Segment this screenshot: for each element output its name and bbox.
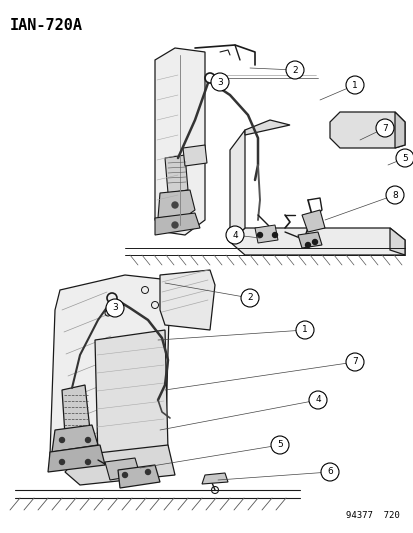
Polygon shape [158,190,195,218]
Circle shape [345,76,363,94]
Circle shape [106,299,124,317]
Polygon shape [230,130,244,242]
Polygon shape [389,228,404,255]
Text: 4: 4 [232,230,237,239]
Circle shape [240,289,259,307]
Circle shape [285,61,303,79]
Polygon shape [297,232,321,248]
Circle shape [295,321,313,339]
Circle shape [171,202,178,208]
Circle shape [257,232,262,238]
Polygon shape [244,120,289,135]
Circle shape [85,438,90,442]
Polygon shape [154,48,204,235]
Circle shape [225,226,243,244]
Text: 4: 4 [314,395,320,405]
Circle shape [345,353,363,371]
Text: 5: 5 [401,154,407,163]
Polygon shape [202,473,228,484]
Circle shape [271,436,288,454]
Polygon shape [254,225,277,243]
Polygon shape [118,465,159,488]
Polygon shape [394,112,404,148]
Polygon shape [50,275,170,470]
Text: 3: 3 [216,77,222,86]
Polygon shape [159,270,214,330]
Text: 2: 2 [292,66,297,75]
Circle shape [85,459,90,464]
Polygon shape [48,445,105,472]
Text: 2: 2 [247,294,252,303]
Text: 7: 7 [351,358,357,367]
Circle shape [320,463,338,481]
Text: 8: 8 [391,190,397,199]
Text: 5: 5 [276,440,282,449]
Polygon shape [65,445,175,485]
Polygon shape [165,155,188,193]
Polygon shape [301,210,324,232]
Circle shape [305,243,310,247]
Polygon shape [95,330,168,460]
Circle shape [59,459,64,464]
Circle shape [375,119,393,137]
Circle shape [122,472,127,478]
Polygon shape [183,145,206,166]
Polygon shape [105,458,140,480]
Circle shape [312,239,317,245]
Circle shape [395,149,413,167]
Text: 6: 6 [326,467,332,477]
Circle shape [385,186,403,204]
Text: IAN-720A: IAN-720A [10,18,83,33]
Circle shape [308,391,326,409]
Polygon shape [329,112,404,148]
Circle shape [145,470,150,474]
Circle shape [171,222,178,228]
Polygon shape [230,228,404,255]
Text: 1: 1 [301,326,307,335]
Polygon shape [154,213,199,235]
Circle shape [272,232,277,238]
Text: 94377  720: 94377 720 [345,511,399,520]
Text: 7: 7 [381,124,387,133]
Polygon shape [62,385,90,435]
Circle shape [59,438,64,442]
Text: 1: 1 [351,80,357,90]
Circle shape [211,73,228,91]
Text: 3: 3 [112,303,118,312]
Polygon shape [52,425,98,452]
